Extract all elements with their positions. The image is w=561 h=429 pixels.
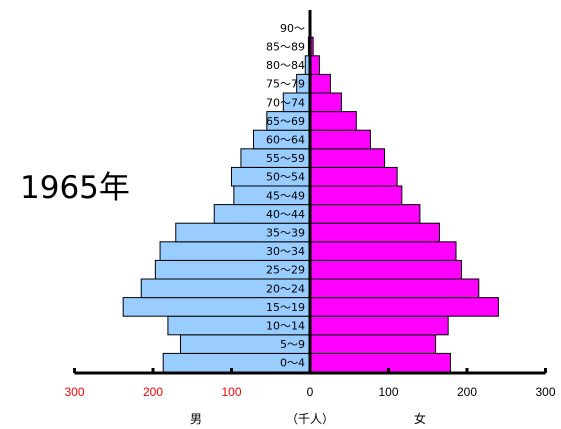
x-tick-label-4: 100 <box>378 385 398 399</box>
age-label-15: 75〜79 <box>266 78 305 91</box>
axis-footer: 男 （千人） 女 <box>190 411 426 426</box>
bar-female-3 <box>309 297 499 317</box>
age-label-12: 60〜64 <box>266 134 305 147</box>
bar-female-0 <box>309 352 452 373</box>
x-tick-label-6: 300 <box>535 385 555 399</box>
age-label-11: 55〜59 <box>266 152 305 165</box>
bar-female-15 <box>309 73 331 94</box>
bar-female-4 <box>309 278 480 299</box>
x-tick-label-1: 200 <box>143 385 163 399</box>
bar-female-6 <box>309 241 457 261</box>
age-label-8: 40〜44 <box>266 208 305 221</box>
bars-group <box>122 18 499 373</box>
age-label-6: 30〜34 <box>266 245 305 258</box>
bar-female-7 <box>309 222 441 243</box>
bar-female-1 <box>309 334 437 354</box>
female-label: 女 <box>414 411 426 426</box>
age-label-7: 35〜39 <box>266 227 305 240</box>
age-label-14: 70〜74 <box>266 96 305 109</box>
age-label-3: 15〜19 <box>266 301 305 314</box>
x-tick-label-0: 300 <box>64 385 84 399</box>
age-labels-group: 0〜4 5〜9 10〜14 15〜19 20〜24 25〜29 30〜34 35〜39 40〜4… <box>266 22 305 370</box>
bar-female-5 <box>309 259 463 280</box>
bar-female-9 <box>309 185 403 206</box>
age-label-17: 85〜89 <box>266 41 305 54</box>
age-label-5: 25〜29 <box>266 264 305 277</box>
age-label-16: 80〜84 <box>266 59 305 72</box>
age-label-9: 45〜49 <box>266 189 305 202</box>
age-label-0: 0〜4 <box>280 357 305 370</box>
age-label-18: 90〜 <box>280 22 305 35</box>
age-label-13: 65〜69 <box>266 115 305 128</box>
age-label-4: 20〜24 <box>266 282 305 295</box>
bar-female-14 <box>309 92 342 113</box>
x-tick-label-5: 200 <box>457 385 477 399</box>
unit-label: （千人） <box>286 412 334 426</box>
age-label-1: 5〜9 <box>280 338 305 351</box>
chart-title: 1965年 <box>20 170 130 206</box>
male-label: 男 <box>190 412 202 426</box>
x-axis: 300 200 100 0 100 200 300 <box>64 10 556 399</box>
bar-female-2 <box>309 315 449 336</box>
bar-female-11 <box>309 148 386 168</box>
bar-female-10 <box>309 166 398 187</box>
age-label-10: 50〜54 <box>266 171 305 184</box>
bar-female-8 <box>309 204 421 224</box>
x-tick-label-3: 0 <box>307 385 314 399</box>
bar-female-12 <box>309 129 371 150</box>
bar-female-13 <box>309 111 357 131</box>
x-tick-label-2: 100 <box>221 385 241 399</box>
age-label-2: 10〜14 <box>266 320 305 333</box>
